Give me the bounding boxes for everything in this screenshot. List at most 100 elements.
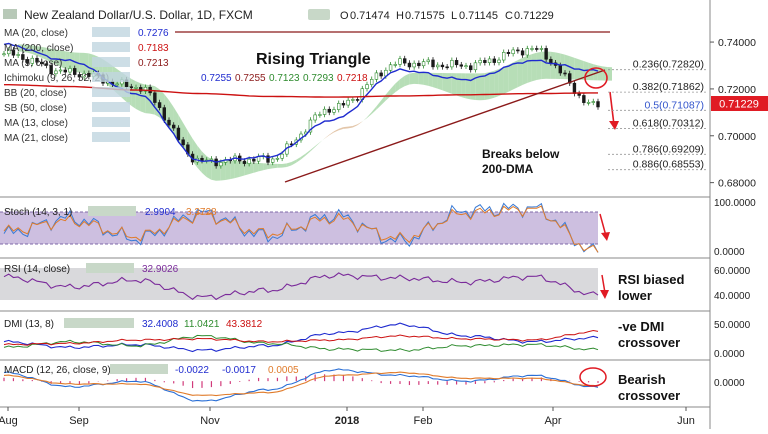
candle-body (242, 160, 247, 164)
chart-header: New Zealand Dollar/U.S. Dollar, 1D, FXCM… (3, 8, 554, 22)
macd-signal-value: -0.0017 (222, 365, 256, 376)
candle-body (591, 101, 595, 103)
candle-body (516, 49, 520, 52)
candle-body (252, 158, 256, 162)
price-tick-label: 0.72000 (718, 84, 756, 96)
candle-body (219, 162, 223, 167)
candle-body (308, 119, 313, 133)
cloud-segment (27, 44, 33, 54)
candle-body (25, 59, 30, 64)
cloud-segment (494, 69, 499, 98)
overlay-legend-icons[interactable] (92, 117, 130, 127)
candle-body (129, 86, 133, 88)
high-value: 0.71575 (405, 10, 445, 22)
stoch-k-value: 2.9904 (145, 207, 176, 218)
cloud-segment (423, 72, 429, 86)
candle-body (200, 157, 204, 161)
cloud-segment (550, 51, 556, 79)
overlay-legend-icons[interactable] (92, 132, 130, 142)
cloud-segment (343, 126, 348, 129)
low-value: 0.71145 (459, 10, 498, 22)
cloud-segment (239, 161, 245, 177)
breakdown-arrowhead (609, 121, 619, 130)
candle-body (497, 59, 501, 63)
time-tick-label: Apr (544, 415, 561, 427)
candle-body (30, 57, 34, 64)
candle-body (506, 52, 511, 54)
dmi-legend-icons[interactable] (64, 318, 134, 328)
overlay-legend-label: SB (50, close) (4, 103, 67, 114)
cloud-segment (442, 73, 447, 93)
breakdown-label-1: Breaks below (482, 147, 560, 161)
cloud-segment (366, 112, 372, 119)
rsi-axis-top: 60.0000 (714, 266, 751, 277)
candle-body (582, 95, 586, 103)
overlay-legend-icons[interactable] (92, 27, 130, 37)
candle-body (139, 87, 143, 92)
candle-body (21, 54, 25, 60)
candle-body (322, 108, 327, 115)
dmi-note-1: -ve DMI (618, 319, 664, 334)
cloud-segment (451, 73, 457, 96)
candle-body (77, 74, 82, 78)
candle-body (82, 73, 86, 78)
candle-body (172, 124, 176, 129)
cloud-segment (300, 153, 306, 160)
overlay-legend-icons[interactable] (92, 57, 130, 67)
dmi-minus-value: 11.0421 (184, 319, 220, 330)
price-tick-label: 0.70000 (718, 131, 756, 143)
open-label: O (340, 10, 349, 22)
ichimoku-value: 0.7255 (201, 73, 232, 84)
cloud-segment (395, 79, 400, 93)
ichimoku-value: 0.7218 (337, 73, 368, 84)
candle-body (167, 119, 171, 126)
overlay-legend-icons[interactable] (92, 42, 130, 52)
candle-body (374, 72, 379, 80)
price-badge (711, 96, 768, 111)
macd-signal-line (3, 371, 599, 397)
overlay-legend-value: 0.7213 (138, 58, 169, 69)
stoch-d-line (3, 205, 599, 253)
eye-icon[interactable] (308, 9, 330, 20)
close-value: 0.71229 (514, 10, 554, 22)
cloud-segment (480, 73, 485, 101)
cloud-segment (409, 72, 414, 85)
cloud-segment (296, 156, 301, 163)
dmi-adx-value: 43.3812 (226, 319, 263, 330)
candle-body (2, 53, 6, 56)
cloud-segment (267, 163, 273, 170)
candle-body (450, 60, 454, 68)
low-label: L (451, 10, 457, 22)
pattern-label: Rising Triangle (256, 51, 371, 68)
cloud-segment (277, 163, 282, 168)
candle-body (58, 69, 63, 72)
macd-value: -0.0022 (175, 365, 209, 376)
overlay-legend-label: BB (20, close) (4, 88, 67, 99)
candle-body (351, 99, 355, 101)
rsi-legend: RSI (14, close) 32.9026 (4, 263, 179, 275)
overlay-legend-icons[interactable] (92, 87, 130, 97)
candle-body (520, 50, 525, 56)
stoch-axis-bottom: 0.0000 (714, 247, 745, 258)
candle-body (483, 60, 487, 63)
time-tick-label: Feb (414, 415, 433, 427)
candle-body (332, 109, 336, 113)
candle-body (388, 64, 393, 71)
overlay-legend-label: MA (21, close) (4, 133, 68, 144)
candle-body (327, 108, 331, 113)
overlay-legend-icons[interactable] (92, 102, 130, 112)
candle-body (563, 72, 567, 75)
rsi-legend-icons[interactable] (86, 263, 134, 273)
cloud-segment (527, 54, 532, 84)
candle-body (469, 65, 473, 71)
candle-body (398, 58, 402, 65)
cloud-segment (36, 46, 42, 58)
candle-body (473, 62, 478, 71)
macd-legend-icons[interactable] (110, 364, 168, 374)
rsi-arrowhead (600, 290, 609, 299)
stoch-legend-icons[interactable] (88, 206, 136, 216)
overlay-legend-icons[interactable] (92, 72, 130, 82)
stoch-label: Stoch (14, 3, 1) (4, 207, 72, 218)
cloud-segment (201, 151, 207, 177)
candle-body (247, 158, 251, 164)
